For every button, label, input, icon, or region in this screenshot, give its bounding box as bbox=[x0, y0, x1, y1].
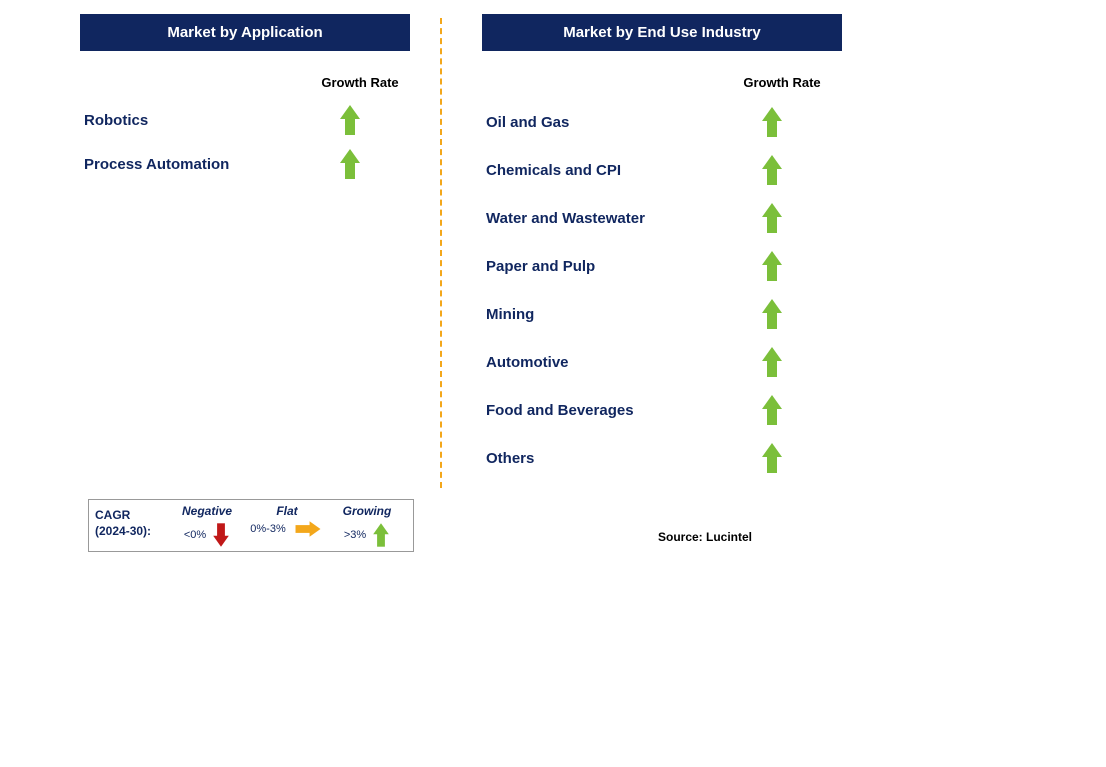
right-row: Food and Beverages bbox=[482, 386, 882, 434]
legend-box: CAGR (2024-30): Negative <0% Flat 0%-3% Grow… bbox=[88, 499, 414, 552]
right-label: Oil and Gas bbox=[482, 114, 722, 131]
up-arrow-icon bbox=[374, 523, 388, 546]
right-label: Automotive bbox=[482, 354, 722, 371]
growth-rate-label-left: Growth Rate bbox=[310, 75, 410, 90]
up-arrow-icon bbox=[763, 395, 781, 425]
right-label: Food and Beverages bbox=[482, 402, 722, 419]
up-arrow-icon bbox=[763, 155, 781, 185]
growth-rate-label-right: Growth Rate bbox=[732, 75, 832, 90]
right-row: Paper and Pulp bbox=[482, 242, 882, 290]
left-label: Robotics bbox=[80, 112, 300, 129]
growth-icon-cell bbox=[722, 155, 822, 185]
growth-icon-cell bbox=[300, 105, 400, 135]
legend-bucket-title: Flat bbox=[276, 504, 297, 518]
legend-bucket-bottom: 0%-3% bbox=[250, 520, 323, 538]
infographic-container: Market by Application Growth Rate Roboti… bbox=[0, 0, 1106, 482]
vertical-divider bbox=[440, 18, 442, 488]
right-row: Automotive bbox=[482, 338, 882, 386]
growth-icon-cell bbox=[722, 107, 822, 137]
legend-cagr-line1: CAGR bbox=[95, 508, 130, 522]
left-label: Process Automation bbox=[80, 156, 300, 173]
right-row: Chemicals and CPI bbox=[482, 146, 882, 194]
growth-icon-cell bbox=[722, 299, 822, 329]
up-arrow-icon bbox=[763, 347, 781, 377]
growth-icon-cell bbox=[722, 203, 822, 233]
right-items: Oil and Gas Chemicals and CPI Water and Wa… bbox=[482, 98, 882, 482]
up-arrow-icon bbox=[341, 149, 359, 179]
legend-cagr-line2: (2024-30): bbox=[95, 524, 151, 538]
right-row: Others bbox=[482, 434, 882, 482]
right-arrow-icon bbox=[295, 522, 320, 536]
up-arrow-icon bbox=[763, 107, 781, 137]
left-panel: Market by Application Growth Rate Roboti… bbox=[80, 14, 440, 482]
growth-icon-cell bbox=[722, 395, 822, 425]
down-arrow-icon bbox=[214, 523, 228, 546]
right-label: Mining bbox=[482, 306, 722, 323]
growth-icon-cell bbox=[722, 443, 822, 473]
right-row: Oil and Gas bbox=[482, 98, 882, 146]
legend-bucket-title: Growing bbox=[343, 504, 392, 518]
legend-buckets: Negative <0% Flat 0%-3% Growing >3% bbox=[167, 504, 407, 549]
legend-bucket: Negative <0% bbox=[167, 504, 247, 549]
legend-bucket-bottom: >3% bbox=[344, 520, 390, 550]
right-label: Water and Wastewater bbox=[482, 210, 722, 227]
legend-bucket-range: >3% bbox=[344, 529, 366, 541]
legend-bucket-range: <0% bbox=[184, 529, 206, 541]
legend-bucket: Flat 0%-3% bbox=[247, 504, 327, 549]
legend-bucket: Growing >3% bbox=[327, 504, 407, 549]
up-arrow-icon bbox=[763, 203, 781, 233]
right-label: Chemicals and CPI bbox=[482, 162, 722, 179]
right-label: Others bbox=[482, 450, 722, 467]
legend-bucket-title: Negative bbox=[182, 504, 232, 518]
legend-bucket-bottom: <0% bbox=[184, 520, 230, 550]
up-arrow-icon bbox=[763, 251, 781, 281]
growth-icon-cell bbox=[722, 251, 822, 281]
source-label: Source: Lucintel bbox=[658, 530, 752, 544]
right-panel-header: Market by End Use Industry bbox=[482, 14, 842, 51]
left-row: Process Automation bbox=[80, 142, 440, 186]
right-panel: Market by End Use Industry Growth Rate O… bbox=[482, 14, 882, 482]
right-row: Water and Wastewater bbox=[482, 194, 882, 242]
up-arrow-icon bbox=[763, 443, 781, 473]
right-label: Paper and Pulp bbox=[482, 258, 722, 275]
legend-cagr-label: CAGR (2024-30): bbox=[95, 504, 167, 549]
up-arrow-icon bbox=[341, 105, 359, 135]
right-row: Mining bbox=[482, 290, 882, 338]
legend-bucket-range: 0%-3% bbox=[250, 523, 285, 535]
left-row: Robotics bbox=[80, 98, 440, 142]
left-panel-header: Market by Application bbox=[80, 14, 410, 51]
up-arrow-icon bbox=[763, 299, 781, 329]
left-items: Robotics Process Automation bbox=[80, 98, 440, 186]
growth-icon-cell bbox=[722, 347, 822, 377]
growth-icon-cell bbox=[300, 149, 400, 179]
